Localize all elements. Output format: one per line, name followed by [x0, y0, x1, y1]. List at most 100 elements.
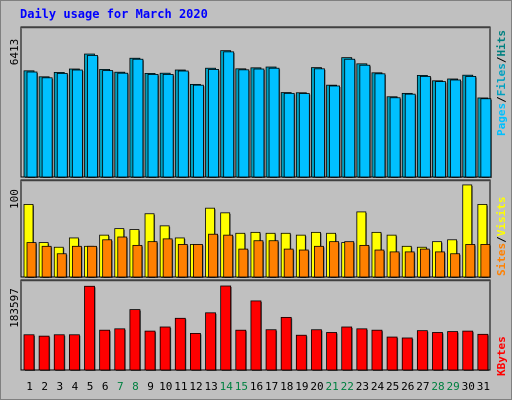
files-bar-19 [298, 93, 310, 178]
x-tick-day-23: 23 [356, 380, 369, 393]
x-tick-day-19: 19 [295, 380, 308, 393]
kbytes-bar-6 [99, 329, 111, 371]
files-bar-31 [480, 98, 492, 178]
kbytes-bar-28 [432, 332, 443, 371]
x-tick-day-2: 2 [41, 380, 48, 393]
x-tick-day-27: 27 [416, 380, 429, 393]
x-tick-day-15: 15 [235, 380, 248, 393]
kbytes-bar-9 [144, 330, 156, 371]
x-tick-day-21: 21 [326, 380, 339, 393]
sites-bar-7 [117, 236, 128, 278]
sites-bar-29 [450, 253, 461, 278]
files-bar-30 [465, 76, 477, 178]
kbytes-bar-30 [462, 330, 474, 371]
chart-title: Daily usage for March 2020 [20, 7, 208, 21]
sites-bar-28 [435, 251, 445, 278]
x-tick-day-16: 16 [250, 380, 263, 393]
kbytes-bar-12 [190, 332, 201, 371]
x-tick-day-11: 11 [174, 380, 187, 393]
files-bar-7 [117, 72, 129, 178]
kbytes-bar-15 [235, 329, 247, 371]
files-bar-4 [71, 69, 83, 178]
x-tick-day-30: 30 [462, 380, 475, 393]
x-tick-day-3: 3 [57, 380, 64, 393]
kbytes-bar-26 [401, 337, 413, 371]
files-bar-10 [162, 74, 174, 178]
sites-bar-6 [102, 239, 113, 278]
y-max-label-top: 6413 [8, 39, 21, 66]
kbytes-bar-25 [386, 336, 398, 371]
kbytes-bar-21 [326, 332, 337, 371]
kbytes-bar-23 [356, 328, 368, 371]
sites-bar-10 [162, 238, 173, 278]
x-tick-day-8: 8 [132, 380, 139, 393]
kbytes-bar-11 [174, 317, 186, 371]
x-tick-day-7: 7 [117, 380, 124, 393]
x-tick-day-29: 29 [447, 380, 460, 393]
y-max-label-middle: 100 [8, 189, 21, 209]
files-bar-15 [238, 69, 250, 178]
sites-bar-17 [268, 240, 279, 278]
files-bar-16 [253, 68, 265, 178]
kbytes-bar-22 [341, 326, 353, 371]
sites-bar-15 [238, 248, 249, 278]
files-bar-24 [374, 73, 386, 178]
legend-files: Files [495, 63, 508, 96]
x-tick-day-22: 22 [341, 380, 354, 393]
files-bar-18 [283, 92, 295, 178]
kbytes-bar-2 [38, 335, 50, 371]
legend-hits: Hits [495, 30, 508, 57]
legend-visits: Visits [495, 197, 508, 237]
files-bar-26 [404, 93, 416, 178]
x-tick-day-31: 31 [477, 380, 490, 393]
kbytes-bar-3 [53, 334, 65, 371]
x-tick-day-1: 1 [26, 380, 33, 393]
legend-separator: / [495, 56, 508, 63]
sites-bar-21 [329, 241, 339, 278]
sites-bar-4 [71, 245, 82, 278]
sites-bar-25 [389, 251, 400, 278]
files-bar-21 [329, 85, 340, 178]
kbytes-bar-24 [371, 329, 383, 371]
sites-bar-14 [223, 234, 234, 278]
legend-separator: / [495, 236, 508, 243]
kbytes-bar-17 [265, 329, 277, 371]
x-tick-day-10: 10 [159, 380, 172, 393]
x-tick-day-26: 26 [401, 380, 414, 393]
y-max-label-bottom: 183597 [8, 288, 21, 328]
x-tick-day-13: 13 [204, 380, 217, 393]
files-bar-27 [419, 76, 431, 178]
x-tick-day-28: 28 [431, 380, 444, 393]
x-tick-day-5: 5 [87, 380, 94, 393]
kbytes-bar-7 [114, 328, 126, 371]
files-bar-28 [435, 81, 446, 178]
kbytes-bar-20 [311, 329, 322, 371]
kbytes-bar-16 [250, 300, 262, 371]
sites-bar-2 [41, 245, 52, 278]
files-bar-6 [102, 70, 114, 178]
files-bar-23 [359, 64, 371, 178]
x-tick-day-18: 18 [280, 380, 293, 393]
sites-bar-31 [480, 244, 491, 278]
kbytes-bar-19 [295, 334, 307, 371]
files-bar-14 [223, 51, 235, 178]
files-bar-22 [344, 58, 356, 178]
kbytes-bar-27 [416, 330, 428, 371]
sites-bar-16 [253, 240, 264, 278]
sites-bar-3 [56, 253, 67, 278]
x-tick-day-20: 20 [310, 380, 323, 393]
files-bar-11 [177, 70, 189, 178]
legend-kbytes: KBytes [495, 336, 508, 376]
sites-bar-26 [404, 251, 415, 278]
files-bar-20 [314, 68, 325, 178]
sites-bar-13 [208, 233, 218, 278]
files-bar-29 [450, 79, 462, 178]
kbytes-bar-1 [23, 334, 35, 371]
sites-bar-30 [465, 244, 476, 278]
x-tick-day-14: 14 [220, 380, 234, 393]
sites-bar-1 [26, 242, 37, 278]
x-tick-day-6: 6 [102, 380, 109, 393]
files-bar-5 [87, 55, 98, 178]
x-tick-day-25: 25 [386, 380, 399, 393]
